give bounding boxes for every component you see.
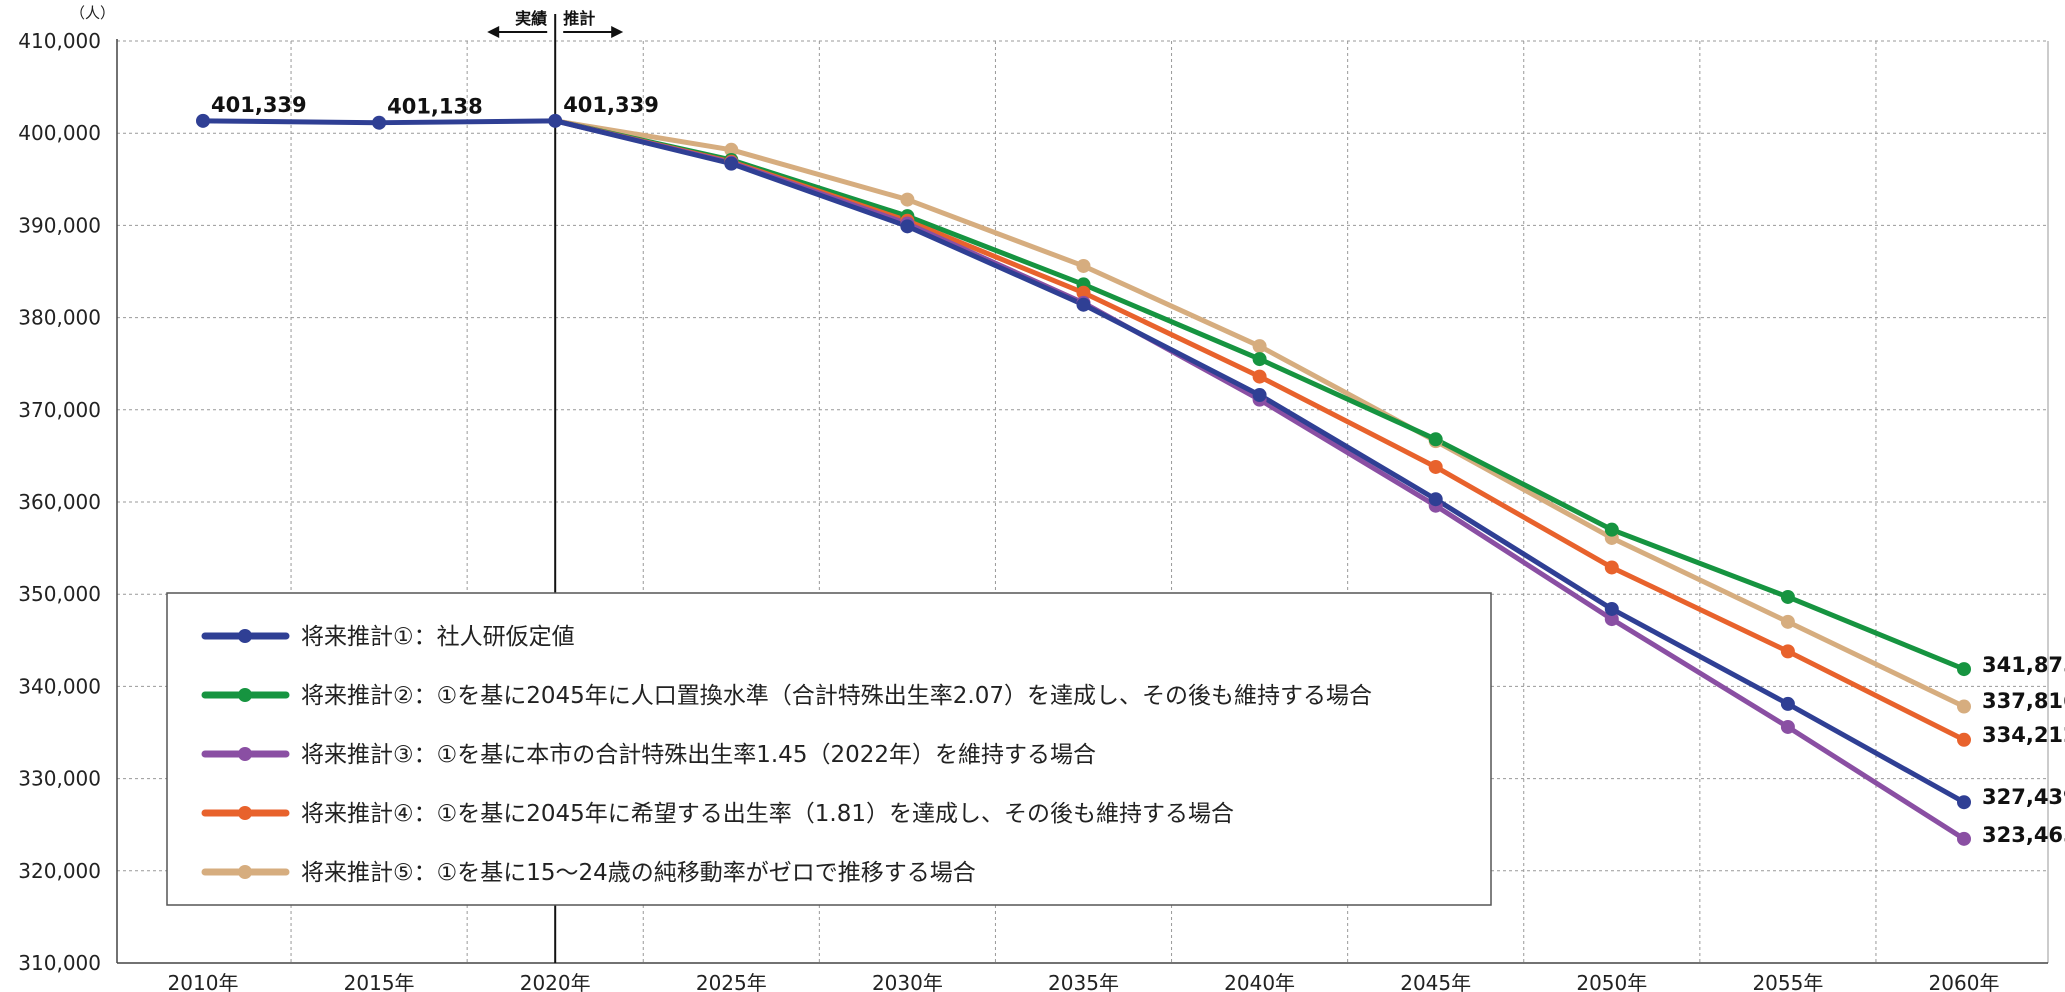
- data-point: [1957, 831, 1971, 846]
- legend-entry: 将来推計③：①を基に本市の合計特殊出生率1.45（2022年）を維持する場合: [301, 742, 1096, 768]
- legend-swatch-point: [238, 629, 252, 643]
- legend-swatch-point: [238, 806, 252, 820]
- data-point: [1428, 459, 1443, 474]
- x-tick-label: 2050年: [1576, 971, 1647, 992]
- actual-value-label: 401,138: [387, 95, 483, 119]
- data-point: [1076, 258, 1091, 273]
- x-tick-label: 2010年: [168, 971, 239, 992]
- data-point: [724, 156, 739, 171]
- y-tick-label: 380,000: [18, 306, 101, 330]
- data-point: [1957, 732, 1971, 747]
- x-tick-labels: 2010年 2015年 2020年 2025年 2030年 2035年 2040年 2045年…: [168, 971, 2000, 992]
- y-tick-label: 360,000: [18, 490, 101, 514]
- left-arrow-head: [487, 26, 500, 38]
- actual-point: [372, 115, 387, 130]
- data-point: [1252, 339, 1267, 354]
- actual-value-label: 401,339: [211, 93, 307, 117]
- data-point: [724, 142, 739, 157]
- data-point: [1252, 352, 1267, 367]
- data-point: [1076, 297, 1091, 312]
- end-value-label: 327,439: [1982, 785, 2065, 809]
- legend-entry: 将来推計①：社人研仮定値: [301, 624, 575, 650]
- data-point: [1604, 612, 1619, 627]
- end-value-label: 323,465: [1982, 823, 2065, 847]
- actual-point: [196, 113, 210, 128]
- y-tick-label: 340,000: [18, 674, 101, 698]
- data-point: [900, 219, 915, 234]
- legend-swatch-point: [238, 865, 252, 879]
- x-tick-label: 2045年: [1400, 971, 1471, 992]
- y-tick-label: 330,000: [18, 767, 101, 791]
- data-point: [1780, 719, 1795, 734]
- y-tick-label: 310,000: [18, 951, 101, 975]
- x-tick-label: 2025年: [696, 971, 767, 992]
- y-tick-label: 390,000: [18, 213, 101, 237]
- y-tick-labels: 410,000 400,000 390,000 380,000 370,000 360,0…: [18, 29, 101, 975]
- data-point: [900, 192, 915, 207]
- legend-swatch-point: [238, 747, 252, 761]
- data-point: [1780, 644, 1795, 659]
- series-points: [196, 113, 1971, 846]
- end-value-label: 337,816: [1982, 689, 2065, 713]
- data-point: [1428, 492, 1443, 507]
- actual-label: 実績: [515, 9, 547, 28]
- legend-entry: 将来推計②：①を基に2045年に人口置換水準（合計特殊出生率2.07）を達成し、…: [301, 683, 1372, 709]
- data-point: [1780, 696, 1795, 711]
- legend-box: [166, 592, 1492, 906]
- x-tick-label: 2040年: [1224, 971, 1295, 992]
- data-point: [1780, 614, 1795, 629]
- y-tick-label: 320,000: [18, 859, 101, 883]
- axes: [116, 39, 2048, 964]
- data-point: [1957, 699, 1971, 714]
- data-point: [1604, 601, 1619, 616]
- y-tick-label: 350,000: [18, 582, 101, 606]
- data-point: [1780, 589, 1795, 604]
- x-tick-label: 2030年: [872, 971, 943, 992]
- legend-swatch-point: [238, 688, 252, 702]
- legend-entry: 将来推計④：①を基に2045年に希望する出生率（1.81）を達成し、その後も維持…: [301, 801, 1234, 827]
- data-point: [1076, 285, 1091, 300]
- x-tick-label: 2060年: [1929, 971, 2000, 992]
- legend: 将来推計①：社人研仮定値将来推計②：①を基に2045年に人口置換水準（合計特殊出…: [166, 592, 1492, 906]
- right-arrow-head: [611, 26, 624, 38]
- x-tick-label: 2020年: [520, 971, 591, 992]
- projection-label: 推計: [563, 9, 595, 28]
- y-unit-label: （人）: [70, 4, 115, 22]
- actual-value-label: 401,339: [563, 93, 659, 117]
- data-point: [1252, 388, 1267, 403]
- x-tick-label: 2015年: [344, 971, 415, 992]
- data-point: [1252, 369, 1267, 384]
- y-tick-label: 370,000: [18, 398, 101, 422]
- x-tick-label: 2035年: [1048, 971, 1119, 992]
- y-tick-label: 410,000: [18, 29, 101, 53]
- end-value-label: 334,212: [1982, 723, 2065, 747]
- y-tick-label: 400,000: [18, 121, 101, 145]
- x-tick-label: 2055年: [1752, 971, 1823, 992]
- end-value-label: 341,875: [1982, 653, 2065, 677]
- actual-point: [548, 113, 563, 128]
- data-point: [1604, 522, 1619, 537]
- data-point: [1604, 560, 1619, 575]
- data-point: [1428, 432, 1443, 447]
- legend-entry: 将来推計⑤：①を基に15～24歳の純移動率がゼロで推移する場合: [301, 860, 976, 886]
- data-labels: 401,339 401,138 401,339 341,875 337,816 334,2…: [211, 93, 2065, 847]
- data-point: [1957, 795, 1971, 810]
- data-point: [1957, 662, 1971, 677]
